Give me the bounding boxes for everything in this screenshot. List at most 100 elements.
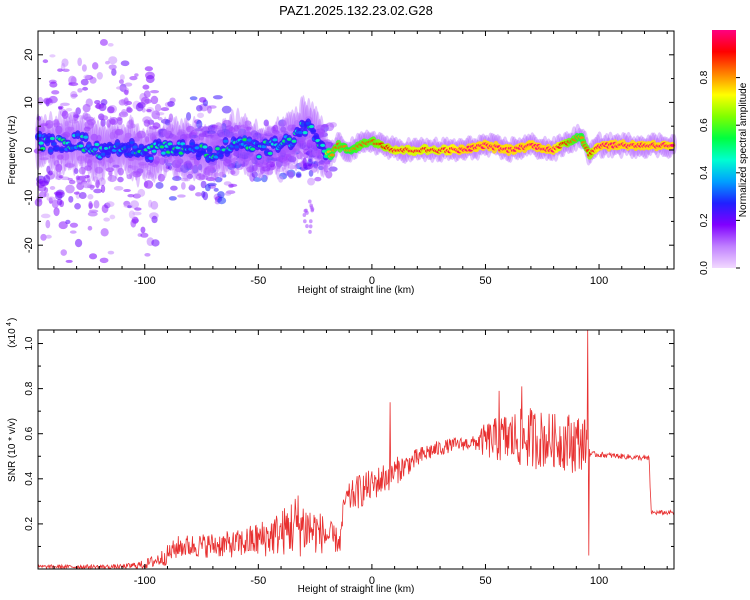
- noise-blob: [270, 157, 278, 162]
- noise-blob: [192, 164, 199, 174]
- noise-blob: [94, 99, 101, 105]
- noise-blob: [109, 117, 119, 126]
- noise-blob: [162, 129, 171, 138]
- noise-blob: [99, 39, 108, 46]
- noise-blob: [46, 165, 51, 174]
- noise-blob: [92, 62, 99, 70]
- spectrogram-x-ticks: -100 -50 0 50 100: [53, 31, 668, 287]
- noise-blob: [233, 149, 239, 157]
- noise-blob: [163, 158, 169, 164]
- ridge-halo: [265, 124, 272, 173]
- ridge-core: [267, 151, 273, 155]
- noise-blob: [145, 75, 155, 84]
- noise-blob: [155, 181, 164, 189]
- noise-blob: [76, 155, 86, 162]
- noise-blob: [85, 98, 93, 107]
- ridge-core: [151, 149, 157, 153]
- noise-blob: [108, 64, 117, 70]
- noise-blob: [58, 221, 68, 230]
- noise-blob: [44, 187, 49, 193]
- noise-blob: [89, 76, 97, 84]
- ridge-core: [242, 138, 248, 142]
- ridge-core: [310, 129, 316, 133]
- noise-blob: [40, 233, 47, 241]
- ridge-core: [194, 146, 200, 150]
- chart-title: PAZ1.2025.132.23.02.G28: [279, 3, 433, 18]
- noise-blob: [303, 208, 308, 213]
- noise-blob: [257, 173, 264, 179]
- noise-blob: [93, 200, 100, 209]
- noise-blob: [69, 222, 79, 228]
- noise-blob: [105, 201, 115, 208]
- noise-blob: [151, 110, 161, 120]
- noise-blob: [54, 208, 59, 217]
- y-tick-label: 0.6: [24, 426, 35, 440]
- ridge-core: [207, 148, 213, 152]
- noise-blob: [223, 129, 230, 138]
- noise-blob: [296, 153, 307, 159]
- noise-blob: [205, 167, 214, 176]
- ridge-core: [115, 142, 120, 146]
- noise-blob: [114, 128, 124, 136]
- noise-blob: [154, 103, 162, 112]
- noise-blob: [207, 105, 212, 114]
- x-tick-label: 50: [479, 575, 491, 587]
- noise-blob: [130, 165, 139, 171]
- noise-blob: [77, 57, 83, 67]
- noise-blob: [70, 76, 77, 85]
- noise-blob: [80, 78, 89, 86]
- noise-blob: [134, 207, 142, 211]
- noise-blob: [184, 152, 191, 157]
- ridge-core: [272, 138, 278, 142]
- noise-blob: [196, 119, 203, 129]
- noise-blob: [54, 160, 60, 167]
- spectrogram-ridge: [35, 95, 677, 188]
- noise-blob: [266, 126, 272, 136]
- ridge-halo: [156, 124, 163, 180]
- noise-blob: [108, 56, 118, 65]
- noise-blob: [51, 199, 59, 209]
- noise-blob: [214, 122, 223, 130]
- ridge-core: [161, 151, 167, 155]
- x-tick-label: 100: [590, 575, 608, 587]
- noise-blob: [42, 59, 49, 64]
- noise-blob: [214, 177, 223, 183]
- noise-blob: [128, 210, 135, 219]
- ridge-halo: [73, 110, 80, 172]
- noise-blob: [237, 128, 247, 137]
- y-tick-label: 0.2: [24, 517, 35, 531]
- noise-blob: [68, 179, 76, 185]
- noise-blob: [119, 74, 125, 81]
- noise-blob: [68, 195, 74, 203]
- noise-blob: [246, 166, 255, 173]
- noise-blob: [87, 211, 98, 217]
- noise-blob: [306, 139, 313, 147]
- noise-blob: [56, 154, 64, 160]
- noise-blob: [112, 164, 120, 168]
- noise-blob: [83, 74, 91, 80]
- noise-blob: [221, 122, 227, 132]
- spectrogram-y-label: Frequency (Hz): [7, 116, 18, 185]
- noise-blob: [61, 58, 69, 67]
- noise-blob: [205, 136, 213, 145]
- noise-blob: [165, 162, 173, 167]
- noise-blob: [170, 185, 178, 191]
- noise-blob: [186, 173, 194, 180]
- noise-blob: [146, 108, 152, 113]
- ridge-core: [302, 130, 308, 135]
- noise-blob: [82, 86, 89, 91]
- noise-blob: [198, 133, 207, 138]
- noise-blob: [242, 155, 249, 160]
- noise-blob: [189, 184, 194, 188]
- noise-blob: [61, 152, 70, 161]
- svg-text:(x10: (x10: [7, 328, 18, 348]
- noise-blob: [150, 95, 159, 105]
- noise-blob: [223, 181, 232, 186]
- noise-blob: [48, 95, 58, 104]
- noise-blob: [160, 118, 171, 124]
- noise-blob: [217, 196, 227, 205]
- noise-blob: [180, 177, 191, 182]
- noise-blob: [121, 108, 128, 116]
- noise-blob: [116, 86, 126, 90]
